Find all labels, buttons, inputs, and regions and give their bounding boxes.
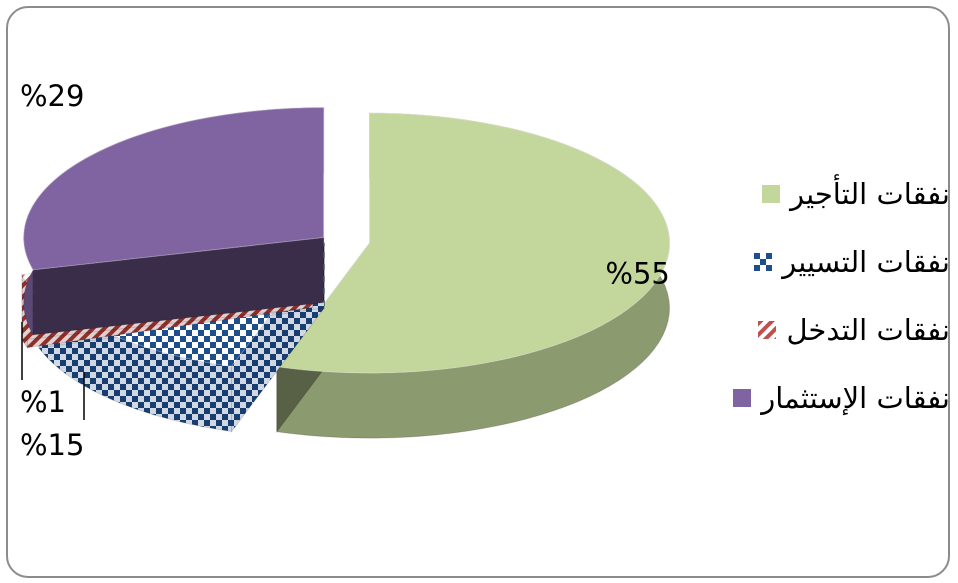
legend-swatch [733, 389, 752, 407]
legend-item-1: نفقات التأجير [680, 170, 950, 218]
pie-slice-4 [23, 107, 325, 337]
legend-item-4: نفقات الإستثمار [680, 374, 950, 422]
data-label-3: %1 [20, 385, 66, 419]
legend-label: نفقات التسيير [782, 245, 950, 279]
legend-swatch [754, 253, 773, 271]
data-label-4: %29 [20, 79, 84, 113]
data-label-2: %15 [20, 428, 84, 462]
legend-label: نفقات التدخل [786, 313, 950, 347]
legend-swatch [758, 321, 777, 339]
legend: نفقات التأجير نفقات التسيير نفقات التدخل نف… [680, 170, 950, 442]
legend-label: نفقات الإستثمار [761, 381, 950, 415]
legend-label: نفقات التأجير [790, 177, 950, 211]
legend-swatch [762, 185, 781, 203]
legend-item-3: نفقات التدخل [680, 306, 950, 354]
data-label-1: %55 [605, 256, 669, 290]
legend-item-2: نفقات التسيير [680, 238, 950, 286]
pie-slice-1 [275, 112, 670, 439]
